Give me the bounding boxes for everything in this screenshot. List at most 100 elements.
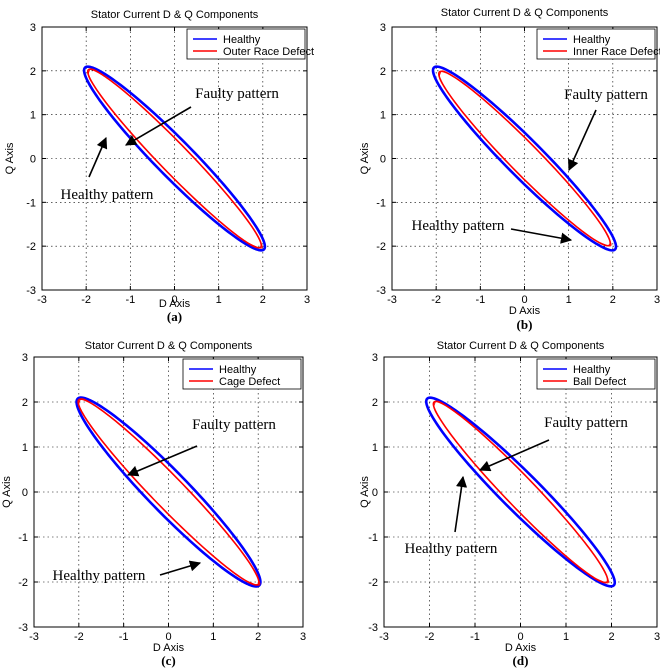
x-tick-label: 1 <box>566 294 572 306</box>
annotation-faulty-pattern: Faulty pattern <box>195 86 279 102</box>
panel-a: -3 -2 -1 0 1 2 3 -3 -2 -1 0 1 2 3 Stator Current D & Q… <box>4 9 314 324</box>
y-tick-label: -3 <box>368 622 378 634</box>
x-tick-label: 0 <box>171 294 177 306</box>
y-tick-label: -1 <box>368 532 378 544</box>
y-tick-label: -1 <box>376 197 386 209</box>
x-tick-label: -3 <box>37 294 47 306</box>
x-tick-label: 2 <box>255 631 261 643</box>
legend-label-healthy: Healthy <box>219 364 257 376</box>
y-tick-label: 3 <box>22 352 28 364</box>
annotation-healthy-pattern: Healthy pattern <box>61 187 154 203</box>
x-tick-label: 2 <box>608 631 614 643</box>
x-tick-label: 2 <box>610 294 616 306</box>
legend-label-healthy: Healthy <box>573 364 611 376</box>
healthy-arrow <box>510 228 573 244</box>
panel-label: (d) <box>513 653 529 668</box>
legend-label-healthy: Healthy <box>223 34 261 46</box>
legend-box <box>182 358 302 390</box>
y-tick-label: 1 <box>30 110 36 122</box>
x-tick-label: -1 <box>125 294 135 306</box>
panel-d: -3 -2 -1 0 1 2 3 -3 -2 -1 0 1 2 3 Stator Current D & Q… <box>359 340 660 668</box>
x-tick-label: 3 <box>654 631 660 643</box>
y-axis-label: Q Axis <box>359 142 371 174</box>
x-tick-label: 1 <box>210 631 216 643</box>
x-tick-label: 1 <box>216 294 222 306</box>
legend-box <box>536 28 656 60</box>
x-tick-label: -2 <box>81 294 91 306</box>
y-tick-label: 3 <box>380 22 386 34</box>
chart-title: Stator Current D & Q Components <box>441 7 609 19</box>
y-tick-label: 0 <box>380 154 386 166</box>
x-axis-label: D Axis <box>505 642 537 654</box>
x-tick-label: 3 <box>304 294 310 306</box>
chart-title: Stator Current D & Q Components <box>437 340 605 352</box>
x-tick-label: -2 <box>74 631 84 643</box>
annotation-healthy-pattern: Healthy pattern <box>405 541 498 557</box>
x-tick-label: -3 <box>387 294 397 306</box>
y-tick-label: 2 <box>380 66 386 78</box>
x-tick-label: 0 <box>517 631 523 643</box>
chart-title: Stator Current D & Q Components <box>85 340 253 352</box>
y-tick-label: -2 <box>376 241 386 253</box>
y-tick-label: 0 <box>22 487 28 499</box>
x-tick-label: 0 <box>165 631 171 643</box>
legend-label-defect: Cage Defect <box>219 376 280 388</box>
healthy-arrow <box>88 136 108 178</box>
panel-b: -3 -2 -1 0 1 2 3 -3 -2 -1 0 1 2 3 Stator Current D & Q… <box>359 7 660 332</box>
faulty-arrow <box>125 106 192 146</box>
faulty-arrow <box>126 445 198 477</box>
y-tick-label: 0 <box>372 487 378 499</box>
panel-label: (b) <box>517 317 533 332</box>
y-tick-label: -2 <box>26 241 36 253</box>
series-defect-curve-trace <box>87 68 263 249</box>
x-tick-label: 3 <box>654 294 660 306</box>
legend-box <box>186 28 306 60</box>
legend-box <box>536 358 656 390</box>
faulty-arrow <box>568 109 597 172</box>
x-axis-label: D Axis <box>509 305 541 317</box>
healthy-arrow <box>454 475 468 533</box>
y-tick-label: 1 <box>372 442 378 454</box>
y-tick-label: 1 <box>22 442 28 454</box>
series-healthy-curve <box>424 396 617 588</box>
faulty-arrow <box>478 439 550 472</box>
y-axis-label: Q Axis <box>4 142 16 174</box>
x-tick-label: -1 <box>470 631 480 643</box>
y-tick-label: 3 <box>372 352 378 364</box>
x-axis-label: D Axis <box>153 642 185 654</box>
y-tick-label: -3 <box>18 622 28 634</box>
y-tick-label: -2 <box>368 577 378 589</box>
legend-label-defect: Outer Race Defect <box>223 46 314 58</box>
annotation-healthy-pattern: Healthy pattern <box>53 568 146 584</box>
y-tick-label: 2 <box>372 397 378 409</box>
x-tick-label: -1 <box>119 631 129 643</box>
x-tick-label: 3 <box>300 631 306 643</box>
y-tick-label: -3 <box>376 285 386 297</box>
series-healthy-curve <box>82 65 267 252</box>
y-axis-label: Q Axis <box>359 476 371 508</box>
annotation-faulty-pattern: Faulty pattern <box>544 415 628 431</box>
x-tick-label: -3 <box>29 631 39 643</box>
x-tick-label: -3 <box>379 631 389 643</box>
series-defect-curve-trace <box>438 70 612 247</box>
annotation-faulty-pattern: Faulty pattern <box>564 87 648 103</box>
y-tick-label: 1 <box>380 110 386 122</box>
y-tick-label: -2 <box>18 577 28 589</box>
legend-label-healthy: Healthy <box>573 34 611 46</box>
y-tick-label: -3 <box>26 285 36 297</box>
x-tick-label: -2 <box>431 294 441 306</box>
series-defect-curve-trace <box>78 398 261 586</box>
y-tick-label: -1 <box>18 532 28 544</box>
x-tick-label: 2 <box>260 294 266 306</box>
series-healthy-curve <box>75 396 262 588</box>
chart-title: Stator Current D & Q Components <box>91 9 259 21</box>
panel-c: -3 -2 -1 0 1 2 3 -3 -2 -1 0 1 2 3 Stator Current D & Q… <box>1 340 306 668</box>
x-tick-label: 0 <box>521 294 527 306</box>
panel-label: (a) <box>167 309 182 324</box>
annotation-faulty-pattern: Faulty pattern <box>192 417 276 433</box>
x-tick-label: 1 <box>563 631 569 643</box>
series-defect-curve-trace <box>433 400 610 584</box>
annotation-healthy-pattern: Healthy pattern <box>412 218 505 234</box>
legend-label-defect: Inner Race Defect <box>573 46 660 58</box>
